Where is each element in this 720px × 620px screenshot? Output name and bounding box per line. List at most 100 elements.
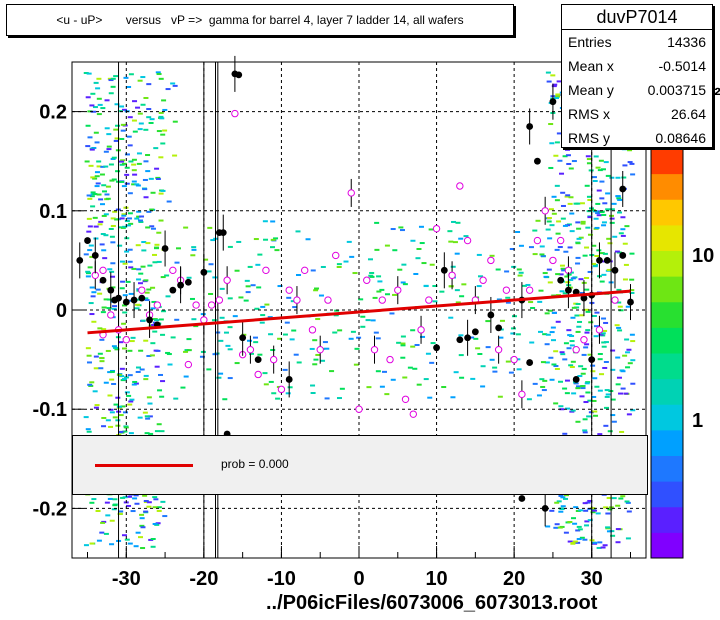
density-cell (191, 246, 197, 249)
density-cell (257, 253, 263, 256)
density-cell (94, 404, 100, 407)
density-cell (599, 252, 605, 255)
density-cell (111, 382, 117, 385)
density-cell (93, 131, 99, 134)
density-cell (542, 333, 548, 336)
density-cell (107, 394, 113, 397)
density-cell (120, 123, 126, 126)
density-cell (120, 226, 126, 229)
density-cell (91, 110, 97, 113)
density-cell (95, 87, 101, 90)
density-cell (349, 255, 355, 258)
density-cell (282, 333, 288, 336)
density-cell (96, 160, 102, 163)
density-cell (124, 538, 130, 541)
density-cell (566, 162, 572, 165)
density-cell (153, 498, 159, 501)
density-cell (143, 160, 149, 163)
density-cell (151, 324, 157, 327)
density-cell (110, 262, 116, 265)
density-cell (540, 385, 546, 388)
density-cell (562, 224, 568, 227)
magenta-point (580, 336, 588, 344)
density-cell (546, 217, 552, 220)
density-cell (606, 530, 612, 533)
density-cell (154, 319, 160, 322)
black-point (122, 298, 130, 306)
density-cell (575, 330, 581, 333)
density-cell (592, 265, 598, 268)
density-cell (585, 381, 591, 384)
density-cell (110, 275, 116, 278)
density-cell (295, 230, 301, 233)
density-cell (459, 376, 465, 379)
density-cell (550, 339, 556, 342)
black-point (161, 245, 169, 252)
density-cell (410, 345, 416, 348)
density-cell (575, 256, 581, 259)
density-cell (124, 376, 130, 379)
density-cell (260, 305, 266, 308)
density-cell (146, 288, 152, 291)
density-cell (618, 232, 624, 235)
density-cell (504, 270, 510, 273)
density-cell (620, 495, 626, 498)
density-cell (118, 341, 124, 344)
density-cell (85, 270, 91, 273)
density-cell (96, 77, 102, 80)
density-cell (146, 210, 152, 213)
density-cell (610, 349, 616, 352)
density-cell (227, 377, 233, 380)
density-cell (121, 162, 127, 165)
density-cell (143, 339, 149, 342)
density-cell (561, 269, 567, 272)
density-cell (170, 336, 176, 339)
density-cell (132, 497, 138, 500)
density-cell (123, 76, 129, 79)
density-cell (582, 538, 588, 541)
density-cell (131, 119, 137, 122)
density-cell (346, 240, 352, 243)
density-cell (579, 536, 585, 539)
colorbar-segment (651, 378, 683, 405)
density-cell (375, 370, 381, 373)
density-cell (606, 268, 612, 271)
density-cell (93, 81, 99, 84)
density-cell (243, 299, 249, 302)
density-cell (610, 414, 616, 417)
density-cell (425, 352, 431, 355)
density-cell (548, 166, 554, 169)
black-point (534, 157, 541, 165)
density-cell (84, 160, 90, 163)
density-cell (448, 316, 454, 319)
density-cell (601, 221, 607, 224)
density-cell (549, 378, 555, 381)
density-cell (158, 156, 164, 159)
density-cell (591, 262, 597, 265)
density-cell (85, 428, 91, 431)
black-point (115, 294, 122, 302)
y-tick-label: -0.1 (33, 399, 67, 421)
magenta-point (332, 251, 340, 260)
density-cell (150, 286, 156, 289)
density-cell (145, 417, 151, 420)
density-cell (585, 310, 591, 313)
density-cell (102, 257, 108, 260)
density-cell (110, 241, 116, 244)
density-cell (376, 275, 382, 278)
density-cell (418, 225, 424, 228)
density-cell (392, 293, 398, 296)
density-cell (410, 239, 416, 242)
density-cell (100, 165, 106, 168)
density-cell (175, 247, 181, 250)
density-cell (162, 108, 168, 111)
density-cell (592, 264, 598, 267)
density-cell (273, 237, 279, 240)
magenta-point (277, 385, 286, 394)
black-point (146, 316, 153, 324)
density-cell (576, 525, 582, 528)
magenta-point (355, 405, 363, 413)
density-cell (115, 419, 121, 422)
black-point (219, 229, 227, 237)
density-cell (412, 367, 418, 370)
